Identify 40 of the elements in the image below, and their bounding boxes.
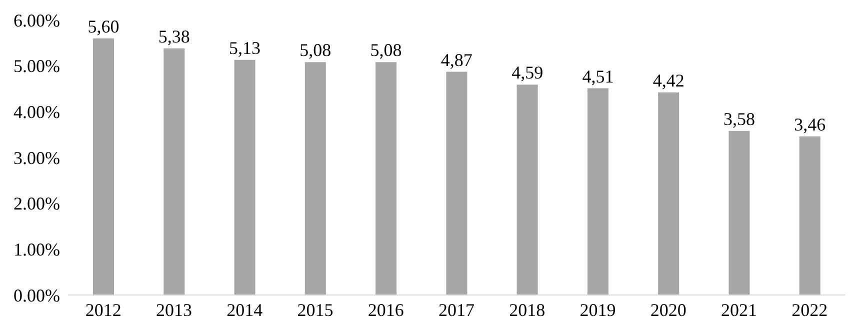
bar [446,72,468,295]
bar [164,48,185,295]
data-label: 4,51 [582,66,614,86]
x-tick-label: 2022 [792,300,828,320]
x-tick-label: 2018 [509,300,546,320]
y-tick-label: 4.00% [14,102,60,122]
y-tick-label: 0.00% [14,285,60,306]
data-label: 4,87 [440,50,472,70]
x-tick-label: 2014 [226,300,263,320]
x-tick-label: 2016 [368,300,404,320]
x-tick-label: 2017 [438,300,474,320]
bar [799,136,820,295]
bar [658,92,680,295]
x-tick-label: 2013 [156,300,192,320]
bar [587,88,608,295]
data-label: 4,42 [652,70,684,90]
x-tick-label: 2012 [85,300,122,320]
data-label: 5,13 [229,38,261,58]
data-label: 5,08 [300,40,332,60]
data-label: 5,60 [88,16,120,36]
y-tick-label: 3.00% [14,148,60,168]
bar [376,62,397,295]
bar [516,84,538,295]
y-tick-label: 6.00% [14,10,60,30]
data-label: 4,59 [512,62,544,83]
data-label: 5,08 [370,40,402,60]
y-tick-label: 1.00% [14,240,60,260]
x-tick-label: 2019 [580,300,616,320]
data-label: 5,38 [158,26,190,46]
x-tick-label: 2021 [721,300,758,320]
y-tick-label: 5.00% [14,56,60,76]
data-label: 3,58 [723,108,755,129]
bar [304,62,326,295]
data-label: 3,46 [794,114,826,134]
bar [234,60,256,295]
x-tick-label: 2020 [650,300,686,320]
x-tick-label: 2015 [297,300,334,320]
bar [93,38,114,295]
y-tick-label: 2.00% [14,194,60,214]
bar [728,130,750,295]
